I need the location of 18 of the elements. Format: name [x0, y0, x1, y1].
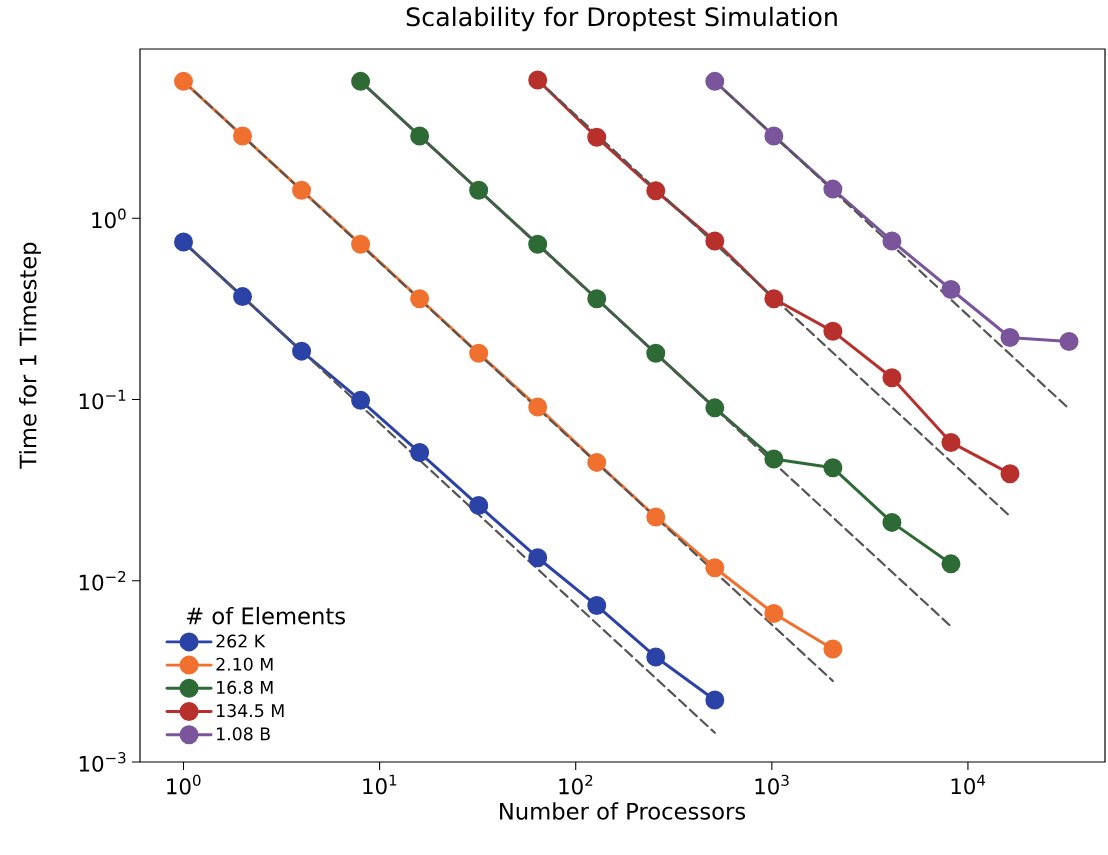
y-tick-label: 10$^{0}$ [92, 208, 126, 229]
legend-title: # of Elements [186, 606, 345, 625]
legend-label: 262 K [216, 634, 266, 648]
legend-label: 16.8 M [217, 680, 273, 694]
x-tick-label: 10$^{2}$ [559, 774, 593, 795]
y-tick-label: 10$^{−1}$ [79, 389, 126, 410]
y-axis-title: Time for 1 Timestep [19, 242, 41, 469]
y-tick-label: 10$^{−2}$ [79, 570, 126, 591]
legend-label: 2.10 M [216, 657, 273, 671]
legend-label: 134.5 M [217, 704, 284, 718]
x-tick-label: 10$^{3}$ [755, 774, 789, 795]
y-tick-label: 10$^{−3}$ [79, 752, 126, 772]
x-tick-label: 10$^{4}$ [951, 774, 986, 795]
chart-title: Scalability for Droptest Simulation [406, 6, 837, 32]
x-tick-label: 10$^{0}$ [167, 774, 201, 795]
legend-label: 1.08 B [217, 727, 270, 741]
x-axis-title: Number of Processors [500, 802, 746, 820]
x-tick-label: 10$^{1}$ [363, 774, 397, 795]
